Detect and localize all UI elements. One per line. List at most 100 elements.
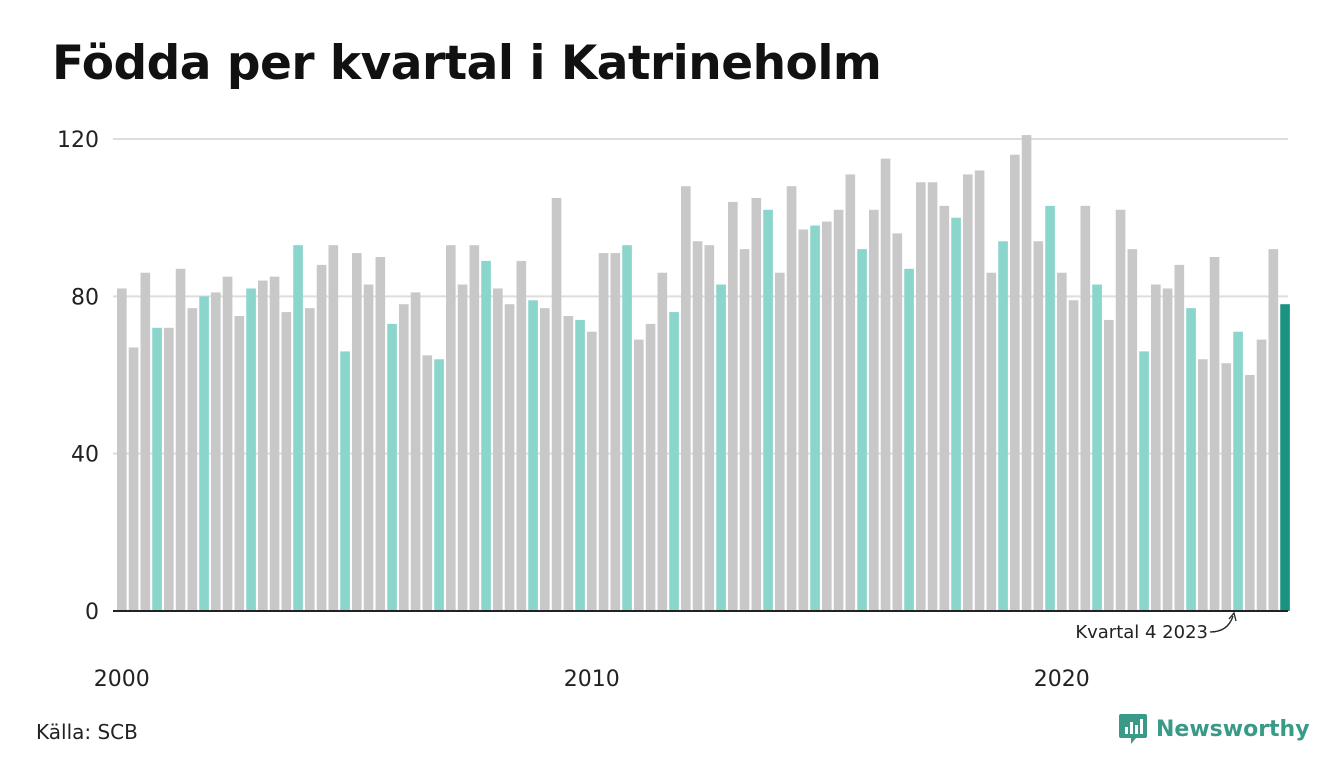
bar — [963, 174, 973, 611]
bar — [775, 272, 785, 611]
bar — [704, 245, 715, 611]
bar — [587, 331, 597, 611]
bar — [551, 198, 562, 611]
bar — [610, 253, 621, 611]
chart-title: Födda per kvartal i Katrineholm — [52, 36, 882, 91]
bar — [1174, 264, 1185, 611]
bar — [927, 182, 938, 611]
bar — [880, 158, 891, 612]
bar — [810, 225, 820, 611]
bar — [387, 323, 397, 611]
bar — [457, 284, 468, 611]
annotation-label: Kvartal 4 2023 — [1075, 622, 1208, 643]
bar — [1162, 288, 1173, 611]
y-tick-label: 40 — [71, 443, 99, 468]
bar — [1080, 205, 1091, 611]
bar — [434, 359, 444, 611]
bar — [939, 205, 950, 611]
bar — [328, 245, 339, 611]
bar — [528, 300, 538, 611]
bar — [293, 245, 303, 611]
bar — [622, 245, 632, 611]
bar — [1115, 209, 1126, 612]
bars — [117, 135, 1290, 612]
bar — [199, 296, 209, 611]
bar — [375, 257, 386, 611]
bar — [1092, 284, 1102, 611]
bar — [316, 264, 327, 611]
x-tick-label: 2000 — [94, 667, 150, 692]
bar — [516, 260, 527, 611]
x-tick-label: 2020 — [1034, 667, 1090, 692]
bar — [598, 253, 609, 611]
bar — [1186, 308, 1196, 611]
bar — [974, 170, 985, 611]
bar — [892, 233, 903, 611]
bar — [363, 284, 374, 611]
bar — [833, 209, 844, 612]
bar — [281, 312, 292, 611]
bar — [1209, 257, 1220, 611]
bar — [1057, 272, 1067, 611]
bar — [1010, 154, 1020, 612]
bar — [716, 284, 726, 611]
bar — [1139, 351, 1149, 611]
axes: 0 40 80 120 2000 2010 2020 — [57, 128, 1288, 692]
y-tick-label: 0 — [85, 600, 99, 625]
bar — [410, 292, 421, 611]
bar — [669, 312, 679, 611]
bar — [246, 288, 256, 611]
bar — [869, 209, 879, 612]
bar — [1233, 331, 1243, 611]
bar — [493, 288, 503, 611]
bar — [469, 245, 480, 611]
bar — [1104, 319, 1114, 611]
y-tick-label: 120 — [57, 128, 99, 153]
brand-logo: Newsworthy — [1118, 712, 1310, 746]
bar — [1245, 375, 1255, 611]
bar — [728, 201, 738, 611]
bar — [152, 327, 162, 611]
bar — [1268, 249, 1279, 611]
bar — [739, 249, 750, 611]
bar — [1256, 339, 1267, 611]
bar — [763, 209, 773, 612]
bar — [175, 268, 186, 611]
bar — [340, 351, 350, 611]
bar — [222, 276, 233, 611]
newsworthy-logo-icon — [1119, 714, 1147, 744]
bar — [1045, 205, 1055, 611]
bar — [986, 272, 997, 611]
bar — [481, 260, 491, 611]
bar — [645, 323, 656, 611]
bar — [269, 276, 280, 611]
bar — [258, 280, 268, 611]
bar — [211, 292, 221, 611]
y-tick-label: 80 — [71, 285, 99, 310]
bar — [563, 316, 574, 611]
bar — [751, 198, 762, 611]
annotation-arrow — [1209, 615, 1234, 633]
bar — [575, 319, 585, 611]
bar — [786, 186, 797, 611]
bar — [634, 339, 644, 611]
bar — [857, 249, 867, 611]
bar — [117, 288, 127, 611]
source-label: Källa: SCB — [36, 720, 138, 744]
bar — [904, 268, 914, 611]
bar — [1280, 304, 1290, 611]
bar — [951, 217, 961, 612]
bar — [504, 304, 515, 611]
bar — [998, 241, 1008, 611]
bar — [187, 308, 198, 611]
bar — [305, 308, 315, 611]
bar — [1021, 135, 1032, 611]
annotation: Kvartal 4 2023 — [1075, 611, 1237, 643]
bar — [399, 304, 409, 611]
bar — [1198, 359, 1208, 611]
bar — [798, 229, 809, 611]
bar — [822, 221, 832, 611]
bar — [1033, 241, 1044, 611]
bar — [681, 186, 691, 611]
bar — [164, 327, 174, 611]
